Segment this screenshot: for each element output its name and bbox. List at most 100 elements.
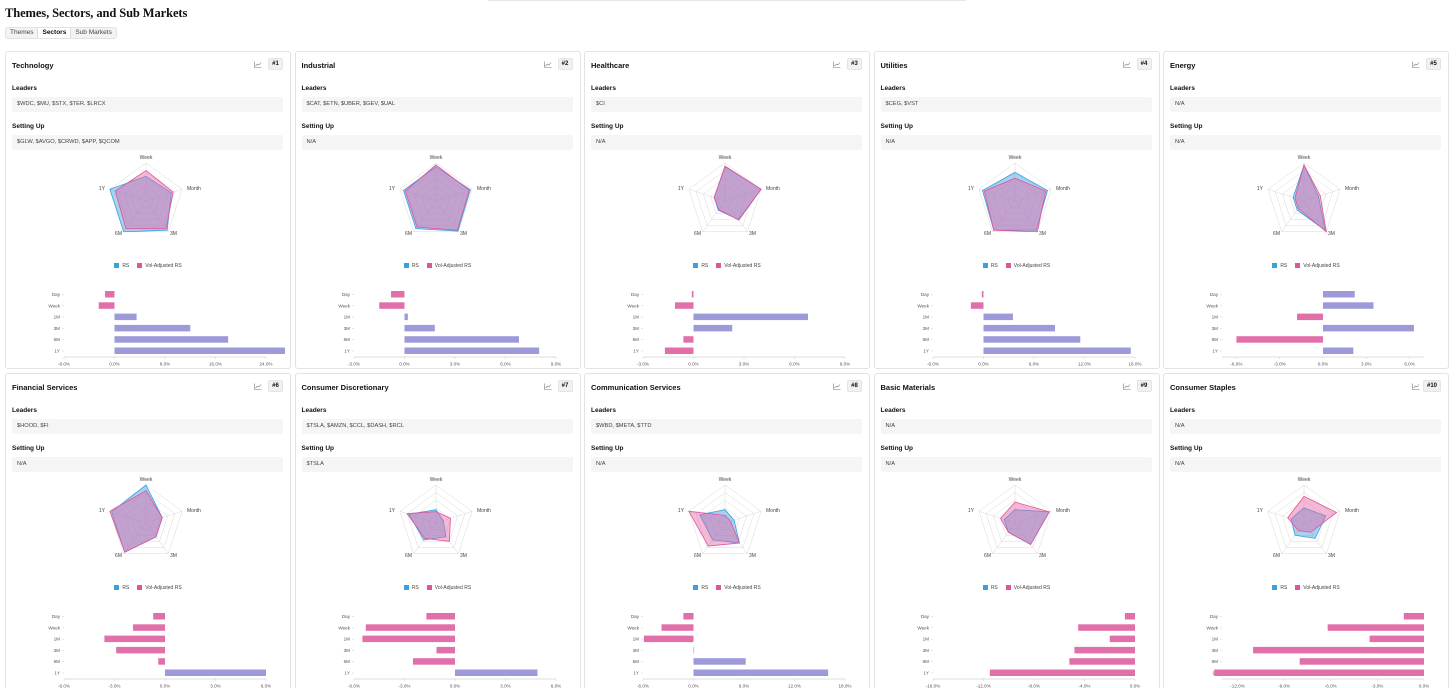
bar-category-label: 6M bbox=[1212, 659, 1219, 664]
legend-item-rs[interactable]: RS bbox=[114, 263, 129, 269]
bar-tick-label: -16.0% bbox=[925, 684, 940, 688]
setting-up-value: $GLW, $AVGO, $CRWD, $APP, $QCOM bbox=[12, 135, 283, 150]
bar-tick-label: 0.0% bbox=[1419, 684, 1429, 688]
leaders-value: $WDC, $MU, $STX, $TER, $LRCX bbox=[12, 97, 283, 112]
bar-category-label: 1Y bbox=[54, 349, 60, 354]
radar-grid-ring bbox=[399, 484, 472, 554]
tab-sectors[interactable]: Sectors bbox=[37, 28, 72, 38]
bar-tick-label: 6.0% bbox=[1404, 362, 1414, 367]
legend-label: Vol-Adjusted RS bbox=[1303, 585, 1340, 591]
line-chart-icon[interactable] bbox=[833, 61, 841, 68]
legend-item-rs[interactable]: RS bbox=[693, 585, 708, 591]
legend-item-rs[interactable]: RS bbox=[114, 585, 129, 591]
bar-category-label: 6M bbox=[633, 337, 640, 342]
line-chart-icon[interactable] bbox=[543, 61, 552, 68]
radar-axis-label: Week bbox=[140, 477, 153, 483]
chart-legend: RS Vol-Adjusted RS bbox=[296, 263, 580, 269]
line-chart-icon[interactable] bbox=[543, 383, 552, 390]
bar-category-label: 1Y bbox=[344, 671, 350, 676]
bar-1y bbox=[989, 669, 1135, 676]
legend-item-vol-adjusted[interactable]: Vol-Adjusted RS bbox=[1295, 263, 1340, 269]
radar-grid-ring bbox=[688, 162, 762, 232]
radar-axis-label: 6M bbox=[1273, 553, 1280, 559]
line-chart-icon[interactable] bbox=[254, 61, 262, 68]
bar-3m bbox=[693, 324, 733, 332]
legend-item-vol-adjusted[interactable]: Vol-Adjusted RS bbox=[426, 263, 472, 269]
bar-tick-label: 0.0% bbox=[1129, 684, 1139, 688]
sector-title: Financial Services bbox=[12, 383, 78, 392]
bar-chart: Day Week 1M 3M 6M 1Y -6.0% -3.0% 0.0% 3.0% 6.0% bbox=[338, 613, 561, 688]
setting-up-label: Setting Up bbox=[591, 445, 624, 452]
radar-grid-ring bbox=[978, 484, 1051, 554]
legend-item-vol-adjusted[interactable]: Vol-Adjusted RS bbox=[1295, 585, 1340, 591]
legend-item-vol-adjusted[interactable]: Vol-Adjusted RS bbox=[1005, 585, 1050, 591]
legend-item-rs[interactable]: RS bbox=[982, 585, 998, 591]
radar-chart: Week Month 3M 6M 1Y bbox=[678, 155, 780, 237]
bar-category-label: 1M bbox=[922, 315, 929, 320]
bar-tick-label: -3.0% bbox=[398, 684, 410, 688]
sector-card: Consumer Discretionary #7 Leaders $TSLA, $A… bbox=[294, 373, 581, 688]
line-chart-icon[interactable] bbox=[1412, 61, 1420, 68]
line-chart-icon[interactable] bbox=[254, 383, 262, 390]
radar-axis-label: Month bbox=[1345, 186, 1359, 192]
tab-themes[interactable]: Themes bbox=[10, 29, 34, 36]
setting-up-value: N/A bbox=[301, 135, 573, 150]
legend-item-rs[interactable]: RS bbox=[1272, 263, 1287, 269]
bar-chart: Day Week 1M 3M 6M 1Y -6.0% 0.0% 6.0% 12.0% 18.0% bbox=[627, 613, 852, 688]
radar-axis-label: 6M bbox=[115, 231, 122, 237]
bar-1y bbox=[1214, 669, 1424, 676]
bar-tick-label: 8.0% bbox=[160, 362, 170, 367]
legend-item-vol-adjusted[interactable]: Vol-Adjusted RS bbox=[137, 263, 182, 269]
legend-item-rs[interactable]: RS bbox=[403, 263, 419, 269]
rank-badge: #7 bbox=[557, 380, 573, 392]
rank-badge: #5 bbox=[1426, 58, 1441, 70]
legend-item-vol-adjusted[interactable]: Vol-Adjusted RS bbox=[426, 585, 471, 591]
radar-series-vol-adjusted bbox=[713, 165, 762, 221]
sector-card: Consumer Staples #10 Leaders N/A Setting Up N… bbox=[1163, 373, 1449, 688]
setting-up-label: Setting Up bbox=[880, 445, 914, 452]
legend-item-rs[interactable]: RS bbox=[403, 585, 419, 591]
legend-item-vol-adjusted[interactable]: Vol-Adjusted RS bbox=[716, 585, 761, 591]
leaders-label: Leaders bbox=[301, 85, 327, 92]
leaders-value: $CAT, $ETN, $UBER, $GEV, $UAL bbox=[301, 97, 573, 112]
legend-label: Vol-Adjusted RS bbox=[434, 263, 472, 269]
radar-axis-label: 1Y bbox=[99, 186, 106, 192]
radar-series-rs bbox=[1292, 163, 1326, 232]
bar-tick-label: 0.0% bbox=[1318, 362, 1328, 367]
leaders-label: Leaders bbox=[12, 407, 37, 414]
line-chart-icon[interactable] bbox=[1412, 383, 1420, 390]
line-chart-icon[interactable] bbox=[1122, 61, 1131, 68]
radar-grid-ring bbox=[688, 484, 762, 554]
line-chart-icon[interactable] bbox=[1122, 383, 1131, 390]
legend-item-rs[interactable]: RS bbox=[982, 263, 998, 269]
tab-sub-markets[interactable]: Sub Markets bbox=[75, 29, 112, 36]
radar-grid-ring bbox=[109, 484, 183, 554]
radar-series-rs bbox=[699, 509, 741, 544]
radar-axis-label: Month bbox=[766, 508, 780, 514]
radar-series-vol-adjusted bbox=[405, 511, 451, 542]
legend-item-rs[interactable]: RS bbox=[693, 263, 708, 269]
radar-axis-label: 1Y bbox=[388, 186, 395, 192]
legend-item-vol-adjusted[interactable]: Vol-Adjusted RS bbox=[716, 263, 761, 269]
line-chart-icon[interactable] bbox=[833, 383, 841, 390]
legend-item-vol-adjusted[interactable]: Vol-Adjusted RS bbox=[137, 585, 182, 591]
bar-tick-label: -8.0% bbox=[58, 362, 70, 367]
chart-legend: RS Vol-Adjusted RS bbox=[875, 263, 1159, 269]
legend-swatch-vol bbox=[1295, 263, 1301, 269]
legend-item-rs[interactable]: RS bbox=[1272, 585, 1287, 591]
legend-item-vol-adjusted[interactable]: Vol-Adjusted RS bbox=[1005, 263, 1050, 269]
legend-label: RS bbox=[411, 263, 419, 269]
bar-tick-label: -3.0% bbox=[1274, 362, 1286, 367]
radar-axis-label: 3M bbox=[749, 231, 756, 237]
bar-day bbox=[981, 291, 983, 298]
bar-1m bbox=[361, 635, 455, 643]
bar-category-label: 1Y bbox=[344, 349, 350, 354]
bar-category-label: 6M bbox=[54, 659, 61, 664]
radar-axis-label: Month bbox=[477, 186, 491, 192]
legend-label: RS bbox=[701, 263, 709, 269]
bar-chart: Day Week 1M 3M 6M 1Y -3.0% 0.0% 3.0% 6.0% 9.0% bbox=[627, 291, 850, 367]
radar-axis-label: Month bbox=[1056, 508, 1070, 514]
bar-category-label: 1Y bbox=[923, 349, 929, 354]
radar-chart: Week Month 3M 6M 1Y bbox=[388, 155, 491, 237]
